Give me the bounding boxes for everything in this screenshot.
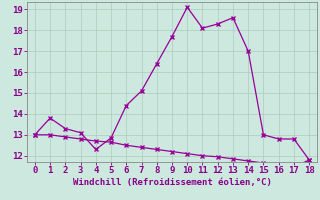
- X-axis label: Windchill (Refroidissement éolien,°C): Windchill (Refroidissement éolien,°C): [73, 178, 271, 187]
